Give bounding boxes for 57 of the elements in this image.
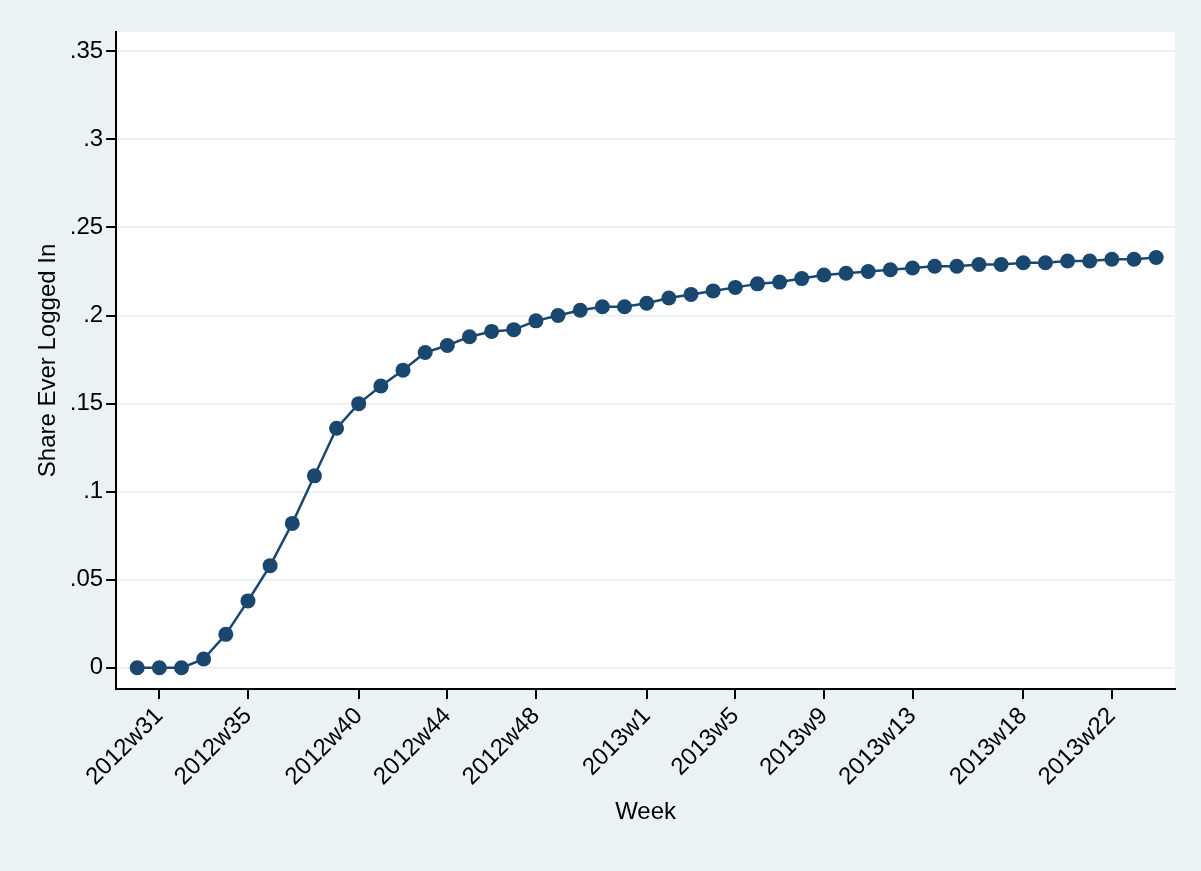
- point: [284, 515, 300, 531]
- point: [772, 274, 788, 290]
- point: [395, 362, 411, 378]
- point: [838, 265, 854, 281]
- point: [484, 323, 500, 339]
- point: [218, 626, 234, 642]
- y-tick-label: .2: [83, 300, 104, 328]
- y-tick-label: .15: [69, 388, 104, 416]
- y-tick-label: .1: [83, 476, 104, 504]
- point: [705, 283, 721, 299]
- point: [993, 256, 1009, 272]
- point: [860, 264, 876, 280]
- y-tick-label: 0: [89, 652, 104, 680]
- point: [329, 420, 345, 436]
- point: [196, 651, 212, 667]
- point: [240, 593, 256, 609]
- x-axis-title: Week: [615, 797, 678, 825]
- point: [727, 279, 743, 295]
- point: [506, 322, 522, 338]
- y-tick-label: .25: [69, 212, 104, 240]
- y-tick-label: .35: [69, 36, 104, 63]
- point: [1104, 251, 1120, 267]
- point: [949, 258, 965, 274]
- point: [572, 302, 588, 318]
- point: [749, 276, 765, 292]
- point: [882, 262, 898, 278]
- point: [129, 660, 145, 676]
- point: [461, 329, 477, 345]
- point: [905, 260, 921, 276]
- point: [306, 468, 322, 484]
- point: [661, 290, 677, 306]
- point: [594, 299, 610, 315]
- point: [639, 295, 655, 311]
- point: [971, 256, 987, 272]
- point: [927, 258, 943, 274]
- point: [1060, 253, 1076, 269]
- point: [417, 345, 433, 361]
- point: [1015, 255, 1031, 271]
- y-axis-title: Share Ever Logged In: [33, 243, 61, 478]
- point: [683, 286, 699, 302]
- point: [1126, 251, 1142, 267]
- point: [1082, 253, 1098, 269]
- point: [794, 271, 810, 287]
- y-tick-label: .3: [83, 124, 104, 152]
- point: [373, 378, 389, 394]
- point: [1037, 255, 1053, 271]
- point: [1148, 249, 1164, 265]
- point: [617, 299, 633, 315]
- point: [174, 660, 190, 676]
- point: [151, 660, 167, 676]
- point: [528, 313, 544, 329]
- point: [816, 267, 832, 283]
- y-tick-label: .05: [69, 564, 104, 592]
- point: [439, 338, 455, 353]
- point: [550, 308, 566, 324]
- point: [262, 558, 278, 574]
- point: [351, 396, 367, 412]
